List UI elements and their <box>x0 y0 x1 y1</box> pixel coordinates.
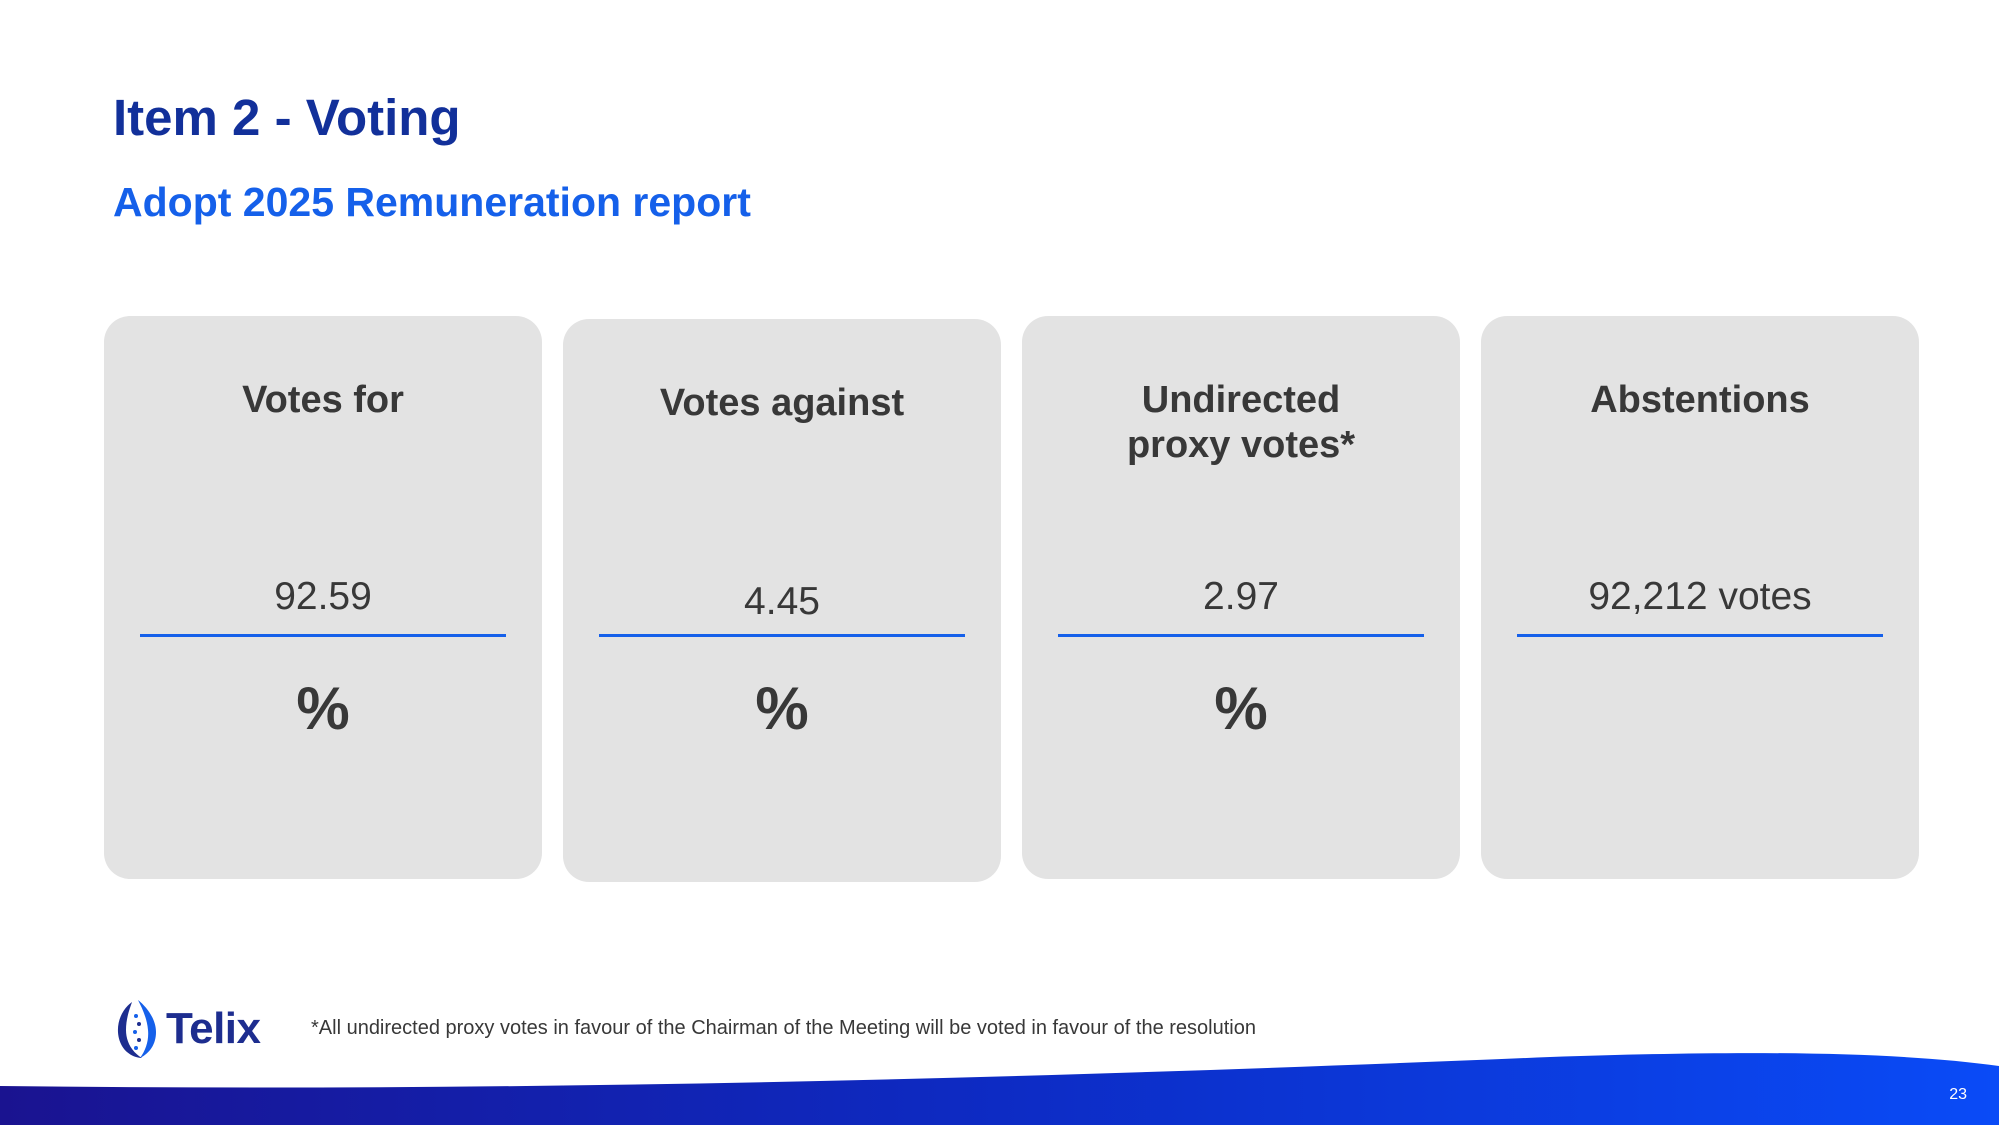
card-unit: % <box>296 675 350 742</box>
undirected-proxy-votes-card: Undirected proxy votes* 2.97 % <box>1022 316 1460 879</box>
abstentions-card: Abstentions 92,212 votes <box>1481 316 1919 879</box>
card-unit: % <box>1214 675 1268 742</box>
card-value: 92.59 <box>274 575 372 618</box>
telix-logo: Telix <box>112 998 261 1060</box>
card-title: Votes against <box>659 382 905 424</box>
card-divider <box>1058 634 1424 637</box>
page-number: 23 <box>1949 1086 1967 1103</box>
card-value: 92,212 votes <box>1588 575 1812 618</box>
votes-for-card: Votes for 92.59 % <box>104 316 542 879</box>
card-value: 4.45 <box>744 580 820 623</box>
card-divider <box>140 634 506 637</box>
slide-subtitle: Adopt 2025 Remuneration report <box>113 179 751 225</box>
card-divider <box>599 634 965 637</box>
votes-against-card: Votes against 4.45 % <box>563 319 1001 882</box>
telix-logo-icon <box>117 1000 156 1058</box>
slide-title: Item 2 - Voting <box>113 89 461 146</box>
card-title: Undirected proxy votes* <box>1126 379 1356 466</box>
card-title: Votes for <box>242 379 404 421</box>
card-title: Abstentions <box>1590 379 1810 421</box>
card-divider <box>1517 634 1883 637</box>
logo-wordmark: Telix <box>166 1004 261 1053</box>
card-unit: % <box>755 675 809 742</box>
footnote: *All undirected proxy votes in favour of… <box>311 1017 1256 1039</box>
footer-wave <box>0 1053 1999 1125</box>
card-value: 2.97 <box>1203 575 1279 618</box>
